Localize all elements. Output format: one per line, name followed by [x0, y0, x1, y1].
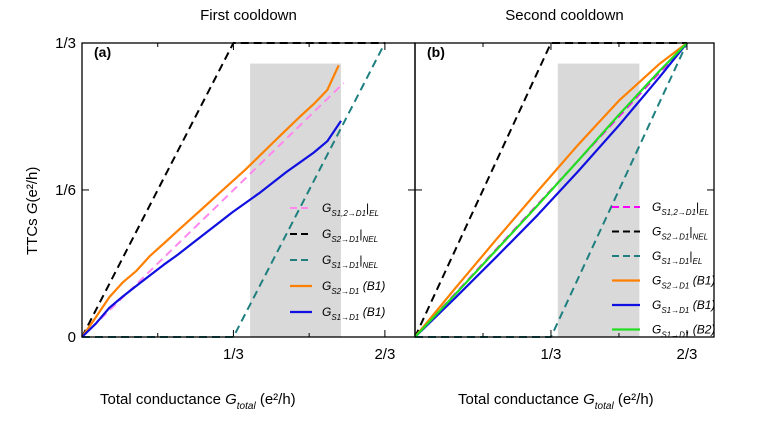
shaded-region: [250, 63, 341, 338]
legend-suffix-sub: EL: [692, 257, 702, 266]
chart-title: Second cooldown: [505, 7, 623, 24]
legend-main: G: [322, 201, 331, 215]
y-axis-label-unit: (e²/h): [24, 167, 41, 203]
legend-suffix-sub: NEL: [362, 235, 378, 244]
legend-entry: GS1→D1 (B1): [652, 298, 715, 315]
x-axis-label-symbol: G: [583, 391, 595, 408]
y-axis-label: TTCs G(e²/h): [24, 167, 41, 255]
legend-suffix: |: [689, 249, 692, 263]
legend-main: G: [652, 298, 661, 312]
x-tick-label: 1/3: [223, 346, 244, 363]
legend-suffix-sub: NEL: [362, 261, 378, 270]
series-line-1: [81, 82, 345, 338]
legend-sub: S2→D1: [661, 233, 689, 242]
panel-label: (a): [94, 44, 111, 60]
legend-suffix: |: [696, 200, 699, 214]
legend-main: G: [322, 227, 331, 241]
x-tick-label: 2/3: [677, 346, 698, 363]
x-axis-label-text: Total conductance: [100, 391, 225, 408]
y-axis-title: TTCs G(e²/h): [24, 167, 41, 255]
panel-label: (b): [427, 44, 445, 60]
y-axis-label-symbol: G: [24, 202, 41, 214]
legend-suffix-sub: EL: [699, 208, 709, 217]
legend-suffix: (B1): [359, 305, 385, 319]
y-tick-label: 1/6: [55, 182, 76, 199]
legend-suffix: (B2): [689, 323, 715, 337]
legend-sub: S2→D1: [661, 282, 689, 291]
x-axis-label-unit: (e²/h): [614, 391, 654, 408]
series-line-6: [414, 42, 688, 338]
legend-sub: S1→D1: [661, 306, 689, 315]
y-tick-label: 0: [68, 329, 76, 346]
legend-main: G: [652, 225, 661, 239]
series-line-4: [414, 42, 688, 338]
legend-suffix: |: [689, 225, 692, 239]
x-axis-label-unit: (e²/h): [256, 391, 296, 408]
legend-suffix-sub: EL: [369, 209, 379, 218]
legend-suffix: (B1): [689, 298, 715, 312]
legend-main: G: [652, 323, 661, 337]
x-axis-label-sub: total: [595, 401, 615, 412]
legend-entry: GS1→D1|EL: [652, 249, 702, 266]
panel-a: 1/3 2/3 0 1/6 1/3 First cooldown (a) Total cond…: [55, 7, 416, 412]
legend-entry: GS2→D1|NEL: [322, 227, 378, 244]
x-axis-label-text: Total conductance: [458, 391, 583, 408]
x-axis-label: Total conductance Gtotal (e²/h): [100, 391, 296, 412]
x-tick-label: 1/3: [541, 346, 562, 363]
legend-main: G: [652, 274, 661, 288]
series-line-5: [414, 42, 688, 338]
legend-entry: GS2→D1 (B1): [322, 279, 385, 296]
x-tick-label: 2/3: [374, 346, 395, 363]
legend-entry: GS1,2→D1|EL: [652, 200, 709, 217]
legend-suffix: (B1): [689, 274, 715, 288]
legend-sub: S2→D1: [331, 235, 359, 244]
legend-main: G: [652, 200, 661, 214]
legend-entry: GS1→D1|NEL: [322, 253, 378, 270]
legend-sub: S1→D1: [331, 261, 359, 270]
series-line-5: [81, 120, 342, 338]
legend-suffix: (B1): [359, 279, 385, 293]
panel-b: 1/3 2/3 Second cooldown (b) Total conductanc…: [414, 7, 715, 412]
legend-suffix: |: [359, 253, 362, 267]
x-axis-label: Total conductance Gtotal (e²/h): [458, 391, 654, 412]
legend-sub: S1→D1: [661, 257, 689, 266]
x-axis-label-symbol: G: [225, 391, 237, 408]
y-tick-label: 1/3: [55, 35, 76, 52]
legend-entry: GS2→D1 (B1): [652, 274, 715, 291]
legend-main: G: [322, 279, 331, 293]
series-line-3: [82, 42, 386, 338]
legend-main: G: [652, 249, 661, 263]
series-line-4: [81, 64, 340, 338]
legend-entry: GS2→D1|NEL: [652, 225, 708, 242]
legend-entry: GS1,2→D1|EL: [322, 201, 379, 218]
legend-entry: GS1→D1 (B2): [652, 323, 715, 340]
legend-entry: GS1→D1 (B1): [322, 305, 385, 322]
legend-sub: S1→D1: [331, 313, 359, 322]
legend-sub: S1,2→D1: [331, 209, 366, 218]
legend-main: G: [322, 253, 331, 267]
legend-sub: S2→D1: [331, 287, 359, 296]
legend-suffix: |: [366, 201, 369, 215]
legend-main: G: [322, 305, 331, 319]
chart-title: First cooldown: [200, 7, 297, 24]
y-axis-label-text: TTCs: [24, 214, 41, 255]
legend-suffix: |: [359, 227, 362, 241]
legend-sub: S1→D1: [661, 331, 689, 340]
legend-sub: S1,2→D1: [661, 208, 696, 217]
x-axis-label-sub: total: [237, 401, 257, 412]
series-line-2: [414, 42, 687, 338]
legend-suffix-sub: NEL: [692, 233, 708, 242]
